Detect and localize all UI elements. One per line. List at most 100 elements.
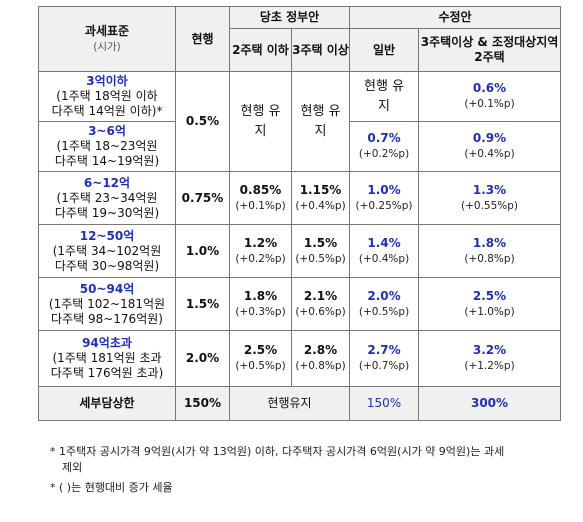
tax-cap-label: 세부담상한 <box>38 386 176 421</box>
tax-rate-table: 과세표준 (시가) 현행 당초 정부안 수정안 2주택 이하 3주택 이상 일반… <box>38 6 562 421</box>
tax-cap-current: 150% <box>175 386 230 421</box>
footnote-1-line2: 제외 <box>62 461 83 474</box>
rev-rate-cell: 2.0% (+0.5%p) <box>349 277 420 331</box>
rate-value: 2.1% <box>303 288 338 303</box>
gov-rate-cell: 1.8% (+0.3%p) <box>229 277 292 331</box>
rate-delta: (+0.55%p) <box>461 199 519 212</box>
gov-rate: 현행 유지 <box>229 71 292 172</box>
gov-rate: 현행 유지 <box>290 71 351 172</box>
current-rate: 1.0% <box>175 224 230 278</box>
rate-delta: (+0.2%p) <box>235 252 286 265</box>
base-detail: (1주택 23~34억원 <box>56 190 158 205</box>
rate-value: 1.3% <box>472 182 507 197</box>
rate-delta: (+0.2%p) <box>358 148 410 160</box>
base-cell: 3억이하 (1주택 18억원 이하 다주택 14억원 이하)* <box>38 71 176 122</box>
rate-value: 2.7% <box>367 343 401 357</box>
rate-delta: (+0.5%p) <box>358 305 410 318</box>
tax-cap-row: 세부담상한 150% 현행유지 150% 300% <box>38 386 562 421</box>
rev-rate-cell: 1.8% (+0.8%p) <box>418 224 562 278</box>
rate-value: 2.8% <box>303 343 338 357</box>
base-title: 3~6억 <box>88 124 126 138</box>
rate-delta: (+0.5%p) <box>235 360 286 372</box>
rate-value: 2.0% <box>367 288 401 303</box>
base-detail: 다주택 14억원 이하) <box>51 104 157 118</box>
rev-rate-cell: 0.7% (+0.2%p) <box>349 121 420 172</box>
base-detail: (1주택 34~102억원 <box>52 243 162 258</box>
base-title: 50~94억 <box>79 281 135 296</box>
gov-rate-cell: 2.1% (+0.6%p) <box>290 277 351 331</box>
rate-delta: (+0.6%p) <box>295 305 346 318</box>
footnote-2: * ( )는 현행대비 증가 세율 <box>50 481 173 494</box>
table-row: 50~94억 (1주택 102~181억원 다주택 98~176억원) 1.5%… <box>38 277 562 331</box>
header-rev-sub1: 일반 <box>349 28 420 72</box>
base-title: 12~50억 <box>79 228 135 243</box>
rev-rate-cell: 1.3% (+0.55%p) <box>418 171 562 225</box>
rate-value: 0.7% <box>367 131 401 145</box>
gov-rate-cell: 1.15% (+0.4%p) <box>290 171 351 225</box>
rev-rate-cell: 2.7% (+0.7%p) <box>349 330 420 387</box>
base-cell: 94억초과 (1주택 181억원 초과 다주택 176억원 초과) <box>38 330 176 387</box>
base-cell: 50~94억 (1주택 102~181억원 다주택 98~176억원) <box>38 277 176 331</box>
footnote-1: * 1주택자 공시가격 9억원(시가 약 13억원) 이하, 다주택자 공시가격… <box>50 444 504 476</box>
rate-delta: (+0.1%p) <box>464 98 515 110</box>
rate-delta: (+0.8%p) <box>295 360 346 372</box>
table-row: 12~50억 (1주택 34~102억원 다주택 30~98억원) 1.0% 1… <box>38 224 562 278</box>
tax-cap-gov: 현행유지 <box>228 386 351 421</box>
rev-rate-cell: 3.2% (+1.2%p) <box>418 330 562 387</box>
current-rate: 0.75% <box>175 171 230 225</box>
header-revised-group: 수정안 <box>349 6 562 29</box>
header-base-cell: 과세표준 (시가) <box>38 6 176 72</box>
base-detail: 다주택 98~176억원) <box>51 311 163 326</box>
current-rate: 1.5% <box>175 277 230 331</box>
rev-rate-cell: 1.4% (+0.4%p) <box>349 224 420 278</box>
base-title: 94억초과 <box>82 336 132 350</box>
rate-delta: (+0.7%p) <box>358 360 410 372</box>
header-rev-sub2: 3주택이상 & 조정대상지역 2주택 <box>418 28 562 72</box>
rate-delta: (+0.4%p) <box>295 199 346 212</box>
rate-delta: (+0.8%p) <box>464 252 515 265</box>
base-cell: 12~50억 (1주택 34~102억원 다주택 30~98억원) <box>38 224 176 278</box>
rate-delta: (+1.2%p) <box>464 360 515 372</box>
rev-rate-cell: 1.0% (+0.25%p) <box>349 171 420 225</box>
rate-value: 3.2% <box>472 343 507 357</box>
rate-value: 1.8% <box>243 288 278 303</box>
rev-rate: 현행 유지 <box>349 71 420 122</box>
base-cell: 6~12억 (1주택 23~34억원 다주택 19~30억원) <box>38 171 176 225</box>
rate-value: 1.15% <box>299 182 342 197</box>
base-detail: (1주택 18억원 이하 <box>56 89 158 103</box>
rate-value: 2.5% <box>243 343 278 357</box>
rate-value: 1.5% <box>303 235 338 250</box>
rate-delta: (+0.1%p) <box>235 199 286 212</box>
table-row: 3~6억 (1주택 18~23억원 다주택 14~19억원) 0.7% (+0.… <box>38 121 562 172</box>
rate-value: 0.9% <box>472 131 507 145</box>
rev-rate-cell: 0.6% (+0.1%p) <box>418 71 562 122</box>
header-row-1: 과세표준 (시가) 현행 당초 정부안 수정안 <box>38 6 562 72</box>
rate-delta: (+0.5%p) <box>295 252 346 265</box>
rate-value: 0.6% <box>472 81 507 95</box>
rate-delta: (+0.4%p) <box>358 252 410 265</box>
table-row: 94억초과 (1주택 181억원 초과 다주택 176억원 초과) 2.0% 2… <box>38 330 562 387</box>
rate-delta: (+0.3%p) <box>235 305 286 318</box>
table-row: 6~12억 (1주택 23~34억원 다주택 19~30억원) 0.75% 0.… <box>38 171 562 225</box>
base-detail: 다주택 176억원 초과) <box>50 366 164 380</box>
header-gov-sub1: 2주택 이하 <box>229 28 292 72</box>
header-current: 현행 <box>175 6 230 72</box>
base-title: 6~12억 <box>83 175 131 190</box>
base-detail: 다주택 19~30억원) <box>54 205 160 220</box>
base-title: 3억이하 <box>86 74 128 88</box>
rev-rate-cell: 0.9% (+0.4%p) <box>418 121 562 172</box>
rate-value: 2.5% <box>472 288 507 303</box>
rate-value: 0.85% <box>239 182 282 197</box>
current-rate: 0.5% <box>175 71 230 172</box>
header-base-sub: (시가) <box>93 40 121 53</box>
base-detail: (1주택 181억원 초과 <box>52 351 162 365</box>
header-gov-group: 당초 정부안 <box>228 6 351 29</box>
rate-value: 1.0% <box>367 182 401 197</box>
rev-rate-cell: 2.5% (+1.0%p) <box>418 277 562 331</box>
base-detail: 다주택 14~19억원) <box>54 154 160 168</box>
table-row: 3억이하 (1주택 18억원 이하 다주택 14억원 이하)* 0.5% 현행 … <box>38 71 562 172</box>
gov-rate-cell: 2.8% (+0.8%p) <box>290 330 351 387</box>
base-detail: 다주택 30~98억원) <box>54 258 160 273</box>
header-row-2: 2주택 이하 3주택 이상 일반 3주택이상 & 조정대상지역 2주택 <box>39 28 562 72</box>
gov-rate-cell: 2.5% (+0.5%p) <box>229 330 292 387</box>
